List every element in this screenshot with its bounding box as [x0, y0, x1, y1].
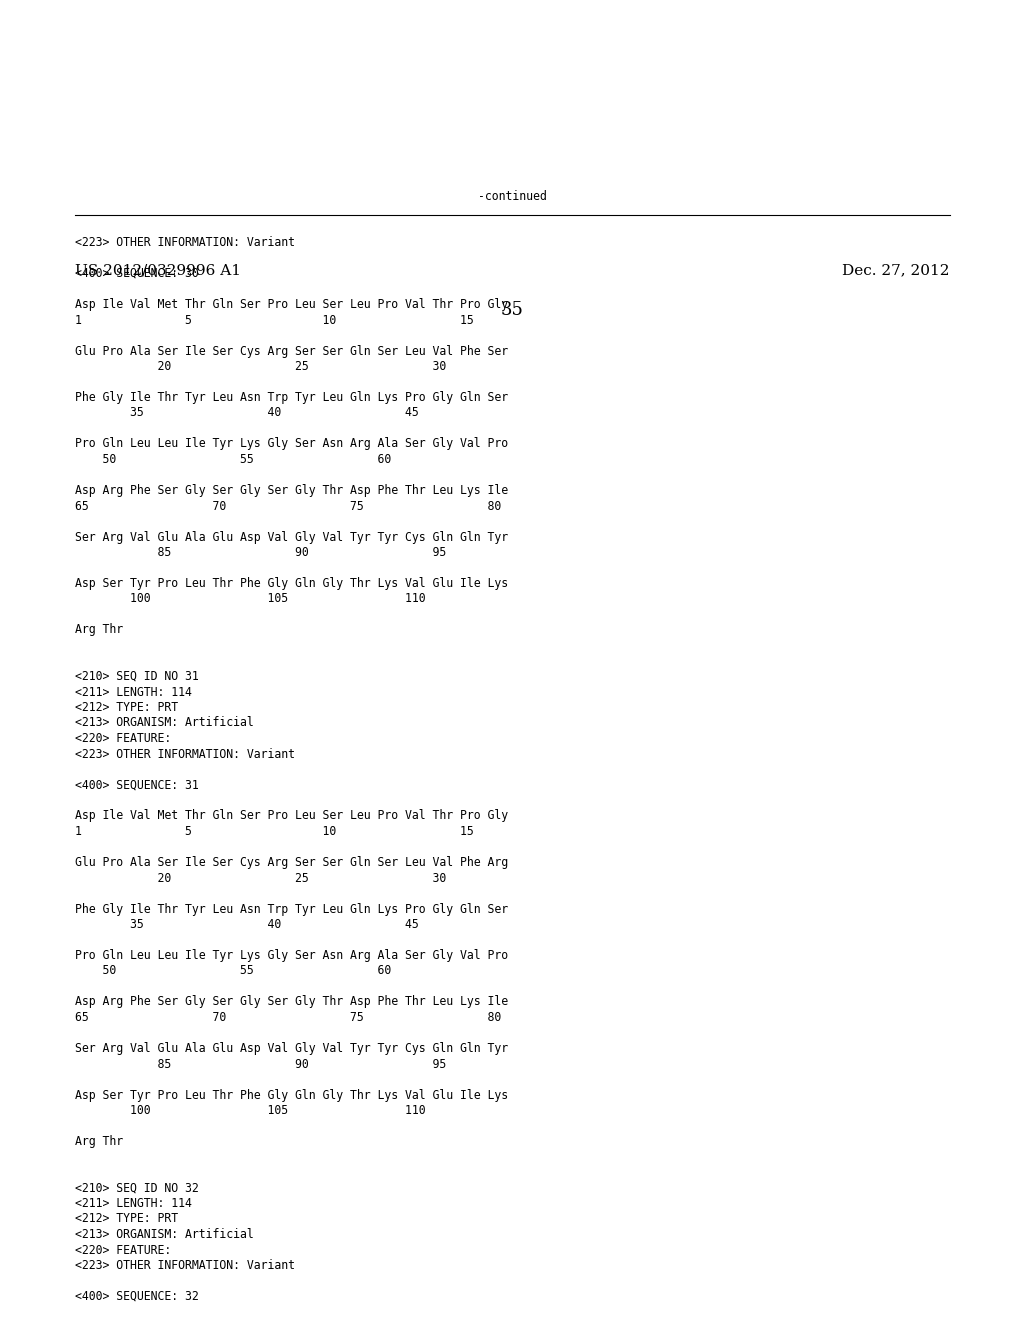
Text: Asp Ser Tyr Pro Leu Thr Phe Gly Gln Gly Thr Lys Val Glu Ile Lys: Asp Ser Tyr Pro Leu Thr Phe Gly Gln Gly …: [75, 1089, 508, 1101]
Text: Asp Arg Phe Ser Gly Ser Gly Ser Gly Thr Asp Phe Thr Leu Lys Ile: Asp Arg Phe Ser Gly Ser Gly Ser Gly Thr …: [75, 995, 508, 1008]
Text: <212> TYPE: PRT: <212> TYPE: PRT: [75, 701, 178, 714]
Text: Pro Gln Leu Leu Ile Tyr Lys Gly Ser Asn Arg Ala Ser Gly Val Pro: Pro Gln Leu Leu Ile Tyr Lys Gly Ser Asn …: [75, 949, 508, 962]
Text: 65                  70                  75                  80: 65 70 75 80: [75, 499, 502, 512]
Text: 20                  25                  30: 20 25 30: [75, 360, 446, 374]
Text: <211> LENGTH: 114: <211> LENGTH: 114: [75, 1197, 191, 1210]
Text: <213> ORGANISM: Artificial: <213> ORGANISM: Artificial: [75, 717, 254, 730]
Text: Arg Thr: Arg Thr: [75, 623, 123, 636]
Text: 85                  90                  95: 85 90 95: [75, 546, 446, 558]
Text: 100                 105                 110: 100 105 110: [75, 1104, 426, 1117]
Text: <223> OTHER INFORMATION: Variant: <223> OTHER INFORMATION: Variant: [75, 236, 295, 249]
Text: Asp Arg Phe Ser Gly Ser Gly Ser Gly Thr Asp Phe Thr Leu Lys Ile: Asp Arg Phe Ser Gly Ser Gly Ser Gly Thr …: [75, 484, 508, 498]
Text: <220> FEATURE:: <220> FEATURE:: [75, 733, 171, 744]
Text: Arg Thr: Arg Thr: [75, 1135, 123, 1148]
Text: 35                  40                  45: 35 40 45: [75, 407, 419, 420]
Text: Asp Ser Tyr Pro Leu Thr Phe Gly Gln Gly Thr Lys Val Glu Ile Lys: Asp Ser Tyr Pro Leu Thr Phe Gly Gln Gly …: [75, 577, 508, 590]
Text: Ser Arg Val Glu Ala Glu Asp Val Gly Val Tyr Tyr Cys Gln Gln Tyr: Ser Arg Val Glu Ala Glu Asp Val Gly Val …: [75, 1041, 508, 1055]
Text: Phe Gly Ile Thr Tyr Leu Asn Trp Tyr Leu Gln Lys Pro Gly Gln Ser: Phe Gly Ile Thr Tyr Leu Asn Trp Tyr Leu …: [75, 903, 508, 916]
Text: Pro Gln Leu Leu Ile Tyr Lys Gly Ser Asn Arg Ala Ser Gly Val Pro: Pro Gln Leu Leu Ile Tyr Lys Gly Ser Asn …: [75, 437, 508, 450]
Text: Dec. 27, 2012: Dec. 27, 2012: [843, 263, 950, 277]
Text: 20                  25                  30: 20 25 30: [75, 871, 446, 884]
Text: <223> OTHER INFORMATION: Variant: <223> OTHER INFORMATION: Variant: [75, 747, 295, 760]
Text: 1               5                   10                  15: 1 5 10 15: [75, 314, 474, 326]
Text: <211> LENGTH: 114: <211> LENGTH: 114: [75, 685, 191, 698]
Text: <223> OTHER INFORMATION: Variant: <223> OTHER INFORMATION: Variant: [75, 1259, 295, 1272]
Text: <220> FEATURE:: <220> FEATURE:: [75, 1243, 171, 1257]
Text: <212> TYPE: PRT: <212> TYPE: PRT: [75, 1213, 178, 1225]
Text: 50                  55                  60: 50 55 60: [75, 965, 391, 978]
Text: -continued: -continued: [477, 190, 547, 203]
Text: 35: 35: [501, 301, 523, 319]
Text: US 2012/0329996 A1: US 2012/0329996 A1: [75, 263, 241, 277]
Text: <400> SEQUENCE: 30: <400> SEQUENCE: 30: [75, 267, 199, 280]
Text: 50                  55                  60: 50 55 60: [75, 453, 391, 466]
Text: Asp Ile Val Met Thr Gln Ser Pro Leu Ser Leu Pro Val Thr Pro Gly: Asp Ile Val Met Thr Gln Ser Pro Leu Ser …: [75, 809, 508, 822]
Text: Phe Gly Ile Thr Tyr Leu Asn Trp Tyr Leu Gln Lys Pro Gly Gln Ser: Phe Gly Ile Thr Tyr Leu Asn Trp Tyr Leu …: [75, 391, 508, 404]
Text: <213> ORGANISM: Artificial: <213> ORGANISM: Artificial: [75, 1228, 254, 1241]
Text: Asp Ile Val Met Thr Gln Ser Pro Leu Ser Leu Pro Val Thr Pro Gly: Asp Ile Val Met Thr Gln Ser Pro Leu Ser …: [75, 298, 508, 312]
Text: 85                  90                  95: 85 90 95: [75, 1057, 446, 1071]
Text: 1               5                   10                  15: 1 5 10 15: [75, 825, 474, 838]
Text: Ser Arg Val Glu Ala Glu Asp Val Gly Val Tyr Tyr Cys Gln Gln Tyr: Ser Arg Val Glu Ala Glu Asp Val Gly Val …: [75, 531, 508, 544]
Text: 35                  40                  45: 35 40 45: [75, 917, 419, 931]
Text: <400> SEQUENCE: 31: <400> SEQUENCE: 31: [75, 779, 199, 792]
Text: Glu Pro Ala Ser Ile Ser Cys Arg Ser Ser Gln Ser Leu Val Phe Arg: Glu Pro Ala Ser Ile Ser Cys Arg Ser Ser …: [75, 855, 508, 869]
Text: Glu Pro Ala Ser Ile Ser Cys Arg Ser Ser Gln Ser Leu Val Phe Ser: Glu Pro Ala Ser Ile Ser Cys Arg Ser Ser …: [75, 345, 508, 358]
Text: 65                  70                  75                  80: 65 70 75 80: [75, 1011, 502, 1024]
Text: 100                 105                 110: 100 105 110: [75, 593, 426, 606]
Text: <210> SEQ ID NO 32: <210> SEQ ID NO 32: [75, 1181, 199, 1195]
Text: <210> SEQ ID NO 31: <210> SEQ ID NO 31: [75, 671, 199, 682]
Text: <400> SEQUENCE: 32: <400> SEQUENCE: 32: [75, 1290, 199, 1303]
